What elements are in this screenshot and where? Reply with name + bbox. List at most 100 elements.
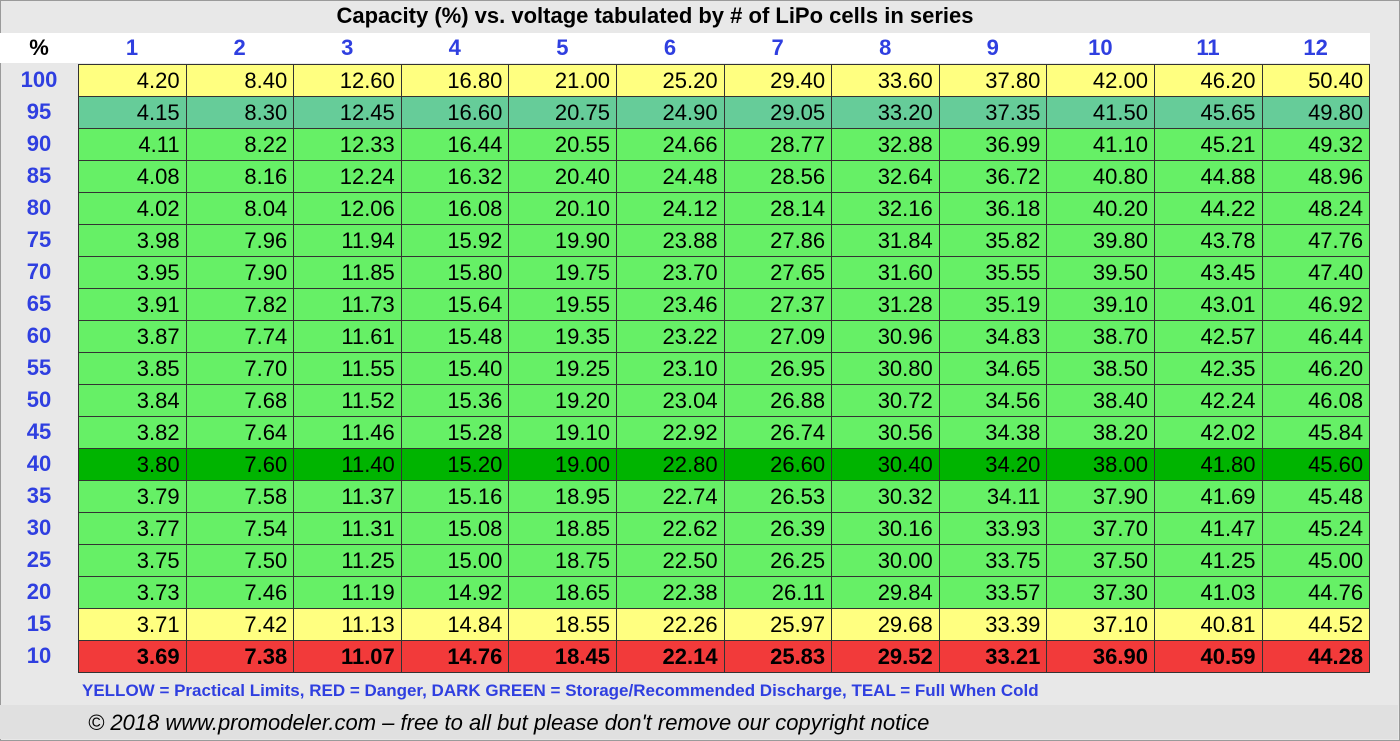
table-row: 3.87 7.74 11.61 15.48 19.35 23.22 27.09 30.96 34… (79, 321, 1371, 353)
voltage-cell: 24.90 (616, 97, 725, 129)
voltage-cell: 11.94 (294, 225, 402, 257)
voltage-cell: 4.08 (79, 161, 187, 193)
voltage-cell: 23.04 (616, 385, 725, 417)
table-row: 4.02 8.04 12.06 16.08 20.10 24.12 28.14 32.16 36… (79, 193, 1371, 225)
voltage-cell: 37.35 (939, 97, 1048, 129)
voltage-cell: 30.56 (832, 417, 940, 449)
column-header-cells-3: 3 (341, 35, 354, 60)
row-header-percent-65: 65 (26, 291, 52, 316)
voltage-cell: 46.20 (1154, 65, 1263, 97)
voltage-cell: 35.55 (939, 257, 1048, 289)
voltage-cell: 26.95 (724, 353, 833, 385)
voltage-cell: 34.11 (939, 481, 1048, 513)
voltage-cell: 18.45 (509, 641, 617, 673)
table-row: 3.69 7.38 11.07 14.76 18.45 22.14 25.83 29.52 33… (79, 641, 1371, 673)
voltage-cell: 46.44 (1262, 321, 1371, 353)
table-row: 3.75 7.50 11.25 15.00 18.75 22.50 26.25 30.00 33… (79, 545, 1371, 577)
voltage-cell: 11.19 (294, 577, 402, 609)
voltage-cell: 11.07 (294, 641, 402, 673)
voltage-cell: 40.20 (1047, 193, 1155, 225)
column-header-band (0, 33, 1370, 63)
voltage-cell: 23.46 (616, 289, 725, 321)
voltage-cell: 18.55 (509, 609, 617, 641)
row-header-percent-10: 10 (26, 643, 52, 668)
voltage-cell: 46.20 (1262, 353, 1371, 385)
voltage-cell: 3.69 (79, 641, 187, 673)
voltage-cell: 15.28 (401, 417, 510, 449)
voltage-cell: 3.75 (79, 545, 187, 577)
voltage-cell: 30.72 (832, 385, 940, 417)
voltage-cell: 46.08 (1262, 385, 1371, 417)
voltage-cell: 14.76 (401, 641, 510, 673)
voltage-cell: 19.00 (509, 449, 617, 481)
voltage-cell: 3.85 (79, 353, 187, 385)
voltage-cell: 34.38 (939, 417, 1048, 449)
column-header-cells-10: 10 (1088, 35, 1113, 60)
row-header-percent-15: 15 (26, 611, 52, 636)
voltage-cell: 4.15 (79, 97, 187, 129)
voltage-cell: 34.20 (939, 449, 1048, 481)
voltage-cell: 39.80 (1047, 225, 1155, 257)
row-header-percent-35: 35 (26, 483, 52, 508)
voltage-cell: 27.65 (724, 257, 833, 289)
voltage-cell: 7.96 (186, 225, 295, 257)
table-row: 3.91 7.82 11.73 15.64 19.55 23.46 27.37 31.28 35… (79, 289, 1371, 321)
voltage-cell: 31.28 (832, 289, 940, 321)
voltage-cell: 7.50 (186, 545, 295, 577)
voltage-cell: 41.80 (1154, 449, 1263, 481)
voltage-cell: 7.90 (186, 257, 295, 289)
voltage-cell: 23.88 (616, 225, 725, 257)
voltage-cell: 22.80 (616, 449, 725, 481)
voltage-cell: 24.12 (616, 193, 725, 225)
voltage-cell: 38.40 (1047, 385, 1155, 417)
row-header-percent-70: 70 (26, 259, 52, 284)
voltage-cell: 29.40 (724, 65, 833, 97)
voltage-table: 4.20 8.40 12.60 16.80 21.00 25.20 29.40 33.60 37… (78, 64, 1371, 673)
voltage-cell: 3.73 (79, 577, 187, 609)
column-header-cells-12: 12 (1303, 35, 1328, 60)
voltage-cell: 36.18 (939, 193, 1048, 225)
voltage-cell: 7.42 (186, 609, 295, 641)
voltage-cell: 34.56 (939, 385, 1048, 417)
voltage-cell: 30.96 (832, 321, 940, 353)
voltage-cell: 3.71 (79, 609, 187, 641)
voltage-cell: 28.77 (724, 129, 833, 161)
voltage-cell: 14.84 (401, 609, 510, 641)
voltage-cell: 45.84 (1262, 417, 1371, 449)
table-row: 4.20 8.40 12.60 16.80 21.00 25.20 29.40 33.60 37… (79, 65, 1371, 97)
voltage-cell: 8.04 (186, 193, 295, 225)
voltage-cell: 19.35 (509, 321, 617, 353)
voltage-cell: 7.82 (186, 289, 295, 321)
voltage-cell: 11.25 (294, 545, 402, 577)
voltage-cell: 44.88 (1154, 161, 1263, 193)
row-header-percent-90: 90 (26, 131, 52, 156)
voltage-cell: 18.65 (509, 577, 617, 609)
column-header-cells-7: 7 (771, 35, 784, 60)
voltage-cell: 30.40 (832, 449, 940, 481)
voltage-cell: 24.66 (616, 129, 725, 161)
voltage-cell: 20.10 (509, 193, 617, 225)
voltage-cell: 37.30 (1047, 577, 1155, 609)
voltage-cell: 43.78 (1154, 225, 1263, 257)
voltage-cell: 22.74 (616, 481, 725, 513)
voltage-cell: 11.31 (294, 513, 402, 545)
table-row: 3.84 7.68 11.52 15.36 19.20 23.04 26.88 30.72 34… (79, 385, 1371, 417)
voltage-cell: 22.38 (616, 577, 725, 609)
voltage-cell: 23.22 (616, 321, 725, 353)
voltage-cell: 3.84 (79, 385, 187, 417)
voltage-cell: 21.00 (509, 65, 617, 97)
voltage-cell: 45.00 (1262, 545, 1371, 577)
voltage-cell: 7.74 (186, 321, 295, 353)
voltage-cell: 38.00 (1047, 449, 1155, 481)
voltage-cell: 27.37 (724, 289, 833, 321)
voltage-cell: 48.96 (1262, 161, 1371, 193)
voltage-cell: 8.30 (186, 97, 295, 129)
copyright-band (0, 705, 1398, 739)
voltage-cell: 3.91 (79, 289, 187, 321)
voltage-cell: 11.61 (294, 321, 402, 353)
voltage-cell: 42.57 (1154, 321, 1263, 353)
voltage-cell: 30.32 (832, 481, 940, 513)
voltage-cell: 37.80 (939, 65, 1048, 97)
voltage-cell: 24.48 (616, 161, 725, 193)
voltage-cell: 22.26 (616, 609, 725, 641)
